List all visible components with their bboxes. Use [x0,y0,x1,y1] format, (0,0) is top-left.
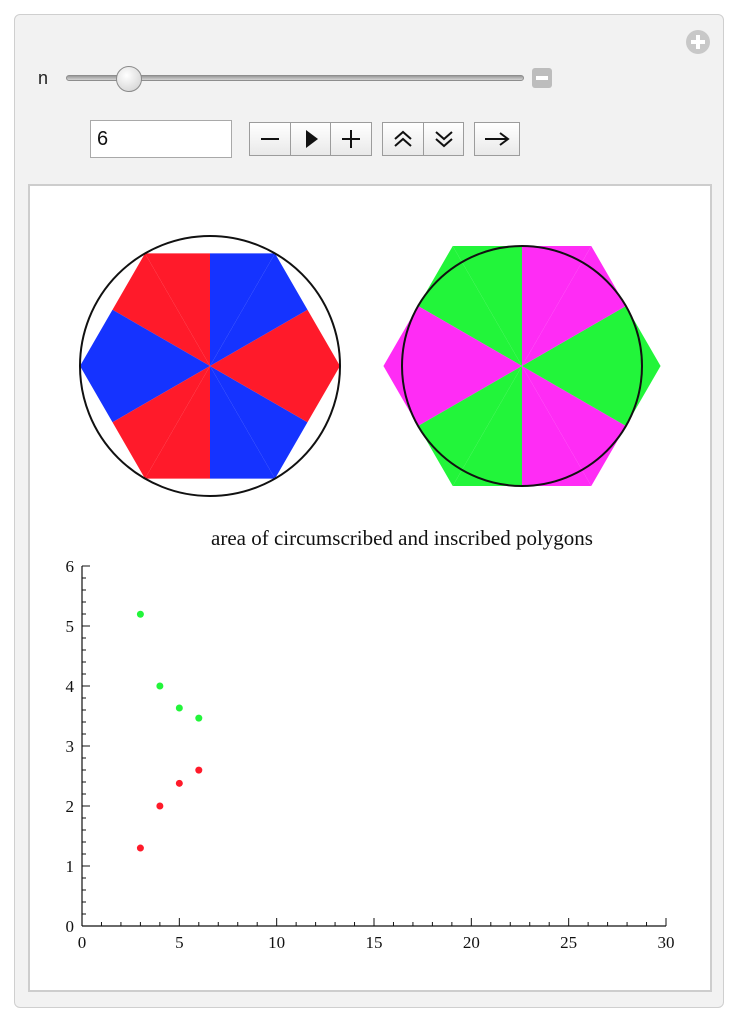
right-arrow-icon [485,132,510,146]
inscribed-polygon-wedge [112,253,210,366]
circumscribed-polygon-circle [401,245,643,487]
step-controls [249,122,372,156]
direction-controls [474,122,520,156]
y-tick-label: 0 [66,917,75,936]
double-chevron-down-icon [434,131,453,148]
x-tick-label: 25 [560,933,577,952]
circumscribed-polygon-wedge [522,246,592,366]
direction-button[interactable] [475,123,519,155]
slower-button[interactable] [423,123,463,155]
data-point [136,610,144,618]
plus-icon [341,130,360,148]
inscribed-polygon-wedge [210,366,340,423]
data-point [175,704,183,712]
y-tick-label: 1 [66,857,75,876]
circumscribed-polygon-wedge [522,366,592,486]
circumscribed-polygon-wedge [522,366,661,426]
inscribed-polygon-wedge [80,309,210,366]
x-tick-label: 30 [658,933,675,952]
circumscribed-hexagon-figure [79,235,341,497]
faster-button[interactable] [383,123,423,155]
circumscribed-polygon-wedge [383,366,522,426]
inscribed-polygon-wedge [210,253,308,366]
y-tick-label: 5 [66,617,75,636]
n-slider-track[interactable] [66,75,524,81]
increment-button[interactable] [330,123,370,155]
data-point [175,779,183,787]
inscribed-polygon-wedge [112,366,210,479]
double-chevron-up-icon [394,130,412,147]
inscribed-polygon-wedge [210,366,308,479]
x-tick-label: 0 [78,933,87,952]
inscribed-hexagon-figure [383,245,661,487]
data-point [195,714,203,722]
data-point [156,682,164,690]
plus-circle-icon[interactable] [686,30,710,54]
inscribed-polygon-circle [79,235,341,497]
y-tick-label: 2 [66,797,75,816]
n-value-input[interactable] [90,120,232,158]
x-tick-label: 20 [463,933,480,952]
minus-icon [261,138,279,140]
x-tick-label: 10 [268,933,285,952]
circumscribed-polygon-wedge [452,366,522,486]
y-tick-label: 3 [66,737,75,756]
output-area: 0 5 10 15 20 25 30 0 1 2 3 4 5 6 area of circumscribe… [28,184,712,992]
chart-title: area of circumscribed and inscribed poly… [211,526,593,550]
play-button[interactable] [290,123,330,155]
data-point [195,766,203,774]
circumscribed-polygon-wedge [383,306,522,366]
decrement-button[interactable] [250,123,290,155]
y-tick-label: 4 [66,677,75,696]
x-tick-label: 5 [175,933,184,952]
area-chart: 0 5 10 15 20 25 30 0 1 2 3 4 5 6 [66,557,675,952]
speed-controls [382,122,464,156]
play-icon [305,130,318,148]
x-tick-label: 15 [366,933,383,952]
data-point [156,802,164,810]
slider-label: n [38,68,49,88]
data-point [136,844,144,852]
n-slider-thumb[interactable] [116,66,142,92]
inscribed-polygon-wedge [80,366,210,423]
inscribed-polygon-wedge [210,309,340,366]
minus-square-icon[interactable] [532,68,552,88]
circumscribed-polygon-wedge [522,306,661,366]
output-graphics: 0 5 10 15 20 25 30 0 1 2 3 4 5 6 [66,235,675,952]
y-tick-label: 6 [66,557,75,576]
